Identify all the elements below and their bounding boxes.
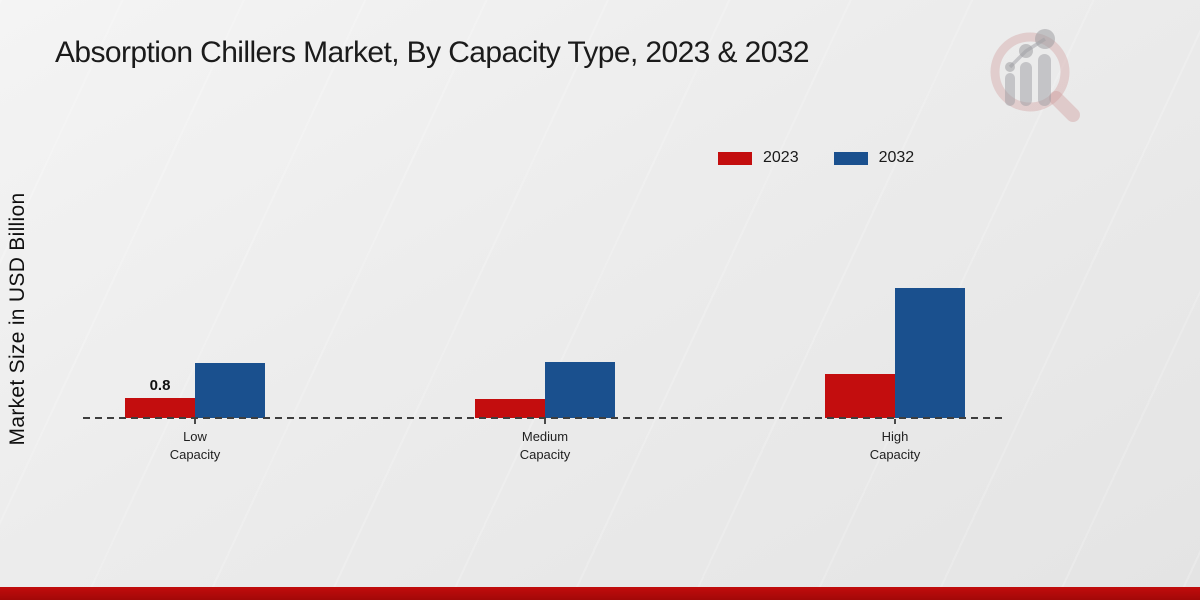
bar-2023-low-capacity bbox=[125, 398, 195, 418]
zero-baseline bbox=[83, 417, 1007, 419]
axis-tick-low-capacity bbox=[194, 419, 196, 424]
axis-tick-high-capacity bbox=[894, 419, 896, 424]
bar-value-label: 0.8 bbox=[149, 377, 171, 394]
chart-title: Absorption Chillers Market, By Capacity … bbox=[55, 36, 810, 69]
magnifier-bar-chart-icon bbox=[990, 29, 1080, 122]
bar-2032-high-capacity bbox=[895, 288, 965, 418]
legend-swatch-2023 bbox=[718, 151, 752, 165]
legend-swatch-2032 bbox=[833, 151, 868, 165]
bar-2023-high-capacity bbox=[825, 374, 895, 418]
legend-label-2032: 2032 bbox=[878, 149, 915, 166]
legend-label-2023: 2023 bbox=[763, 149, 799, 166]
legend-item-2023: 2023 bbox=[718, 149, 799, 167]
legend: 2023 2032 bbox=[718, 148, 914, 168]
footer-red-band bbox=[0, 587, 1200, 600]
x-axis-label-medium-capacity: Medium Capacity bbox=[519, 429, 571, 462]
x-axis-label-high-capacity: High Capacity bbox=[869, 429, 921, 462]
x-axis-label-low-capacity: Low Capacity bbox=[169, 429, 221, 462]
mrfr-watermark-logo bbox=[990, 29, 1080, 122]
bar-2032-medium-capacity bbox=[545, 362, 615, 418]
bar-2032-low-capacity bbox=[195, 363, 265, 418]
bar-2023-medium-capacity bbox=[475, 399, 545, 418]
axis-tick-medium-capacity bbox=[544, 419, 546, 424]
legend-item-2032: 2032 bbox=[833, 149, 915, 167]
